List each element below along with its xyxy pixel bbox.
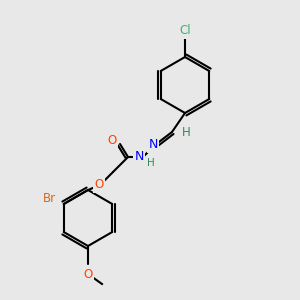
Text: H: H (182, 125, 190, 139)
Text: O: O (83, 268, 93, 281)
Text: N: N (134, 151, 144, 164)
Text: Cl: Cl (179, 25, 191, 38)
Text: O: O (107, 134, 117, 146)
Text: N: N (148, 139, 158, 152)
Text: H: H (147, 158, 155, 168)
Text: O: O (94, 178, 103, 191)
Text: Br: Br (43, 191, 56, 205)
